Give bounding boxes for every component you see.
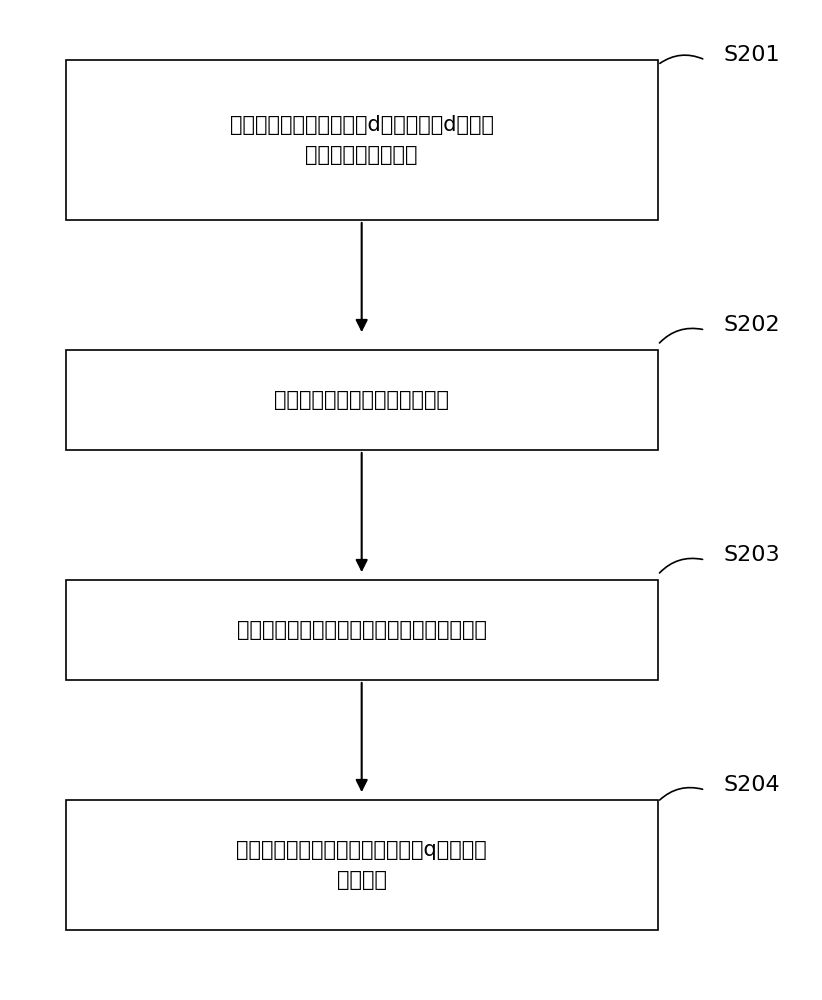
FancyBboxPatch shape — [66, 350, 658, 450]
Text: 将生成的比值量化，生成量化值: 将生成的比值量化，生成量化值 — [275, 390, 449, 410]
FancyBboxPatch shape — [66, 60, 658, 220]
FancyBboxPatch shape — [66, 800, 658, 930]
FancyBboxPatch shape — [66, 580, 658, 680]
Text: 将获取的直流母线电压和d轴参考电压d轴参考
电压相比，生成比值: 将获取的直流母线电压和d轴参考电压d轴参考 电压相比，生成比值 — [229, 115, 494, 165]
Text: 在所述数据表中，根据量化值查找对应的系数: 在所述数据表中，根据量化值查找对应的系数 — [237, 620, 487, 640]
Text: S204: S204 — [723, 775, 780, 795]
FancyArrowPatch shape — [660, 55, 703, 63]
FancyArrowPatch shape — [659, 328, 703, 343]
FancyArrowPatch shape — [659, 558, 703, 573]
Text: S201: S201 — [723, 45, 780, 65]
Text: S202: S202 — [723, 315, 780, 335]
Text: 直流母线电压乘以所述系数，生成q轴能分配
到的电压: 直流母线电压乘以所述系数，生成q轴能分配 到的电压 — [236, 840, 487, 890]
FancyArrowPatch shape — [659, 788, 703, 800]
Text: S203: S203 — [723, 545, 780, 565]
